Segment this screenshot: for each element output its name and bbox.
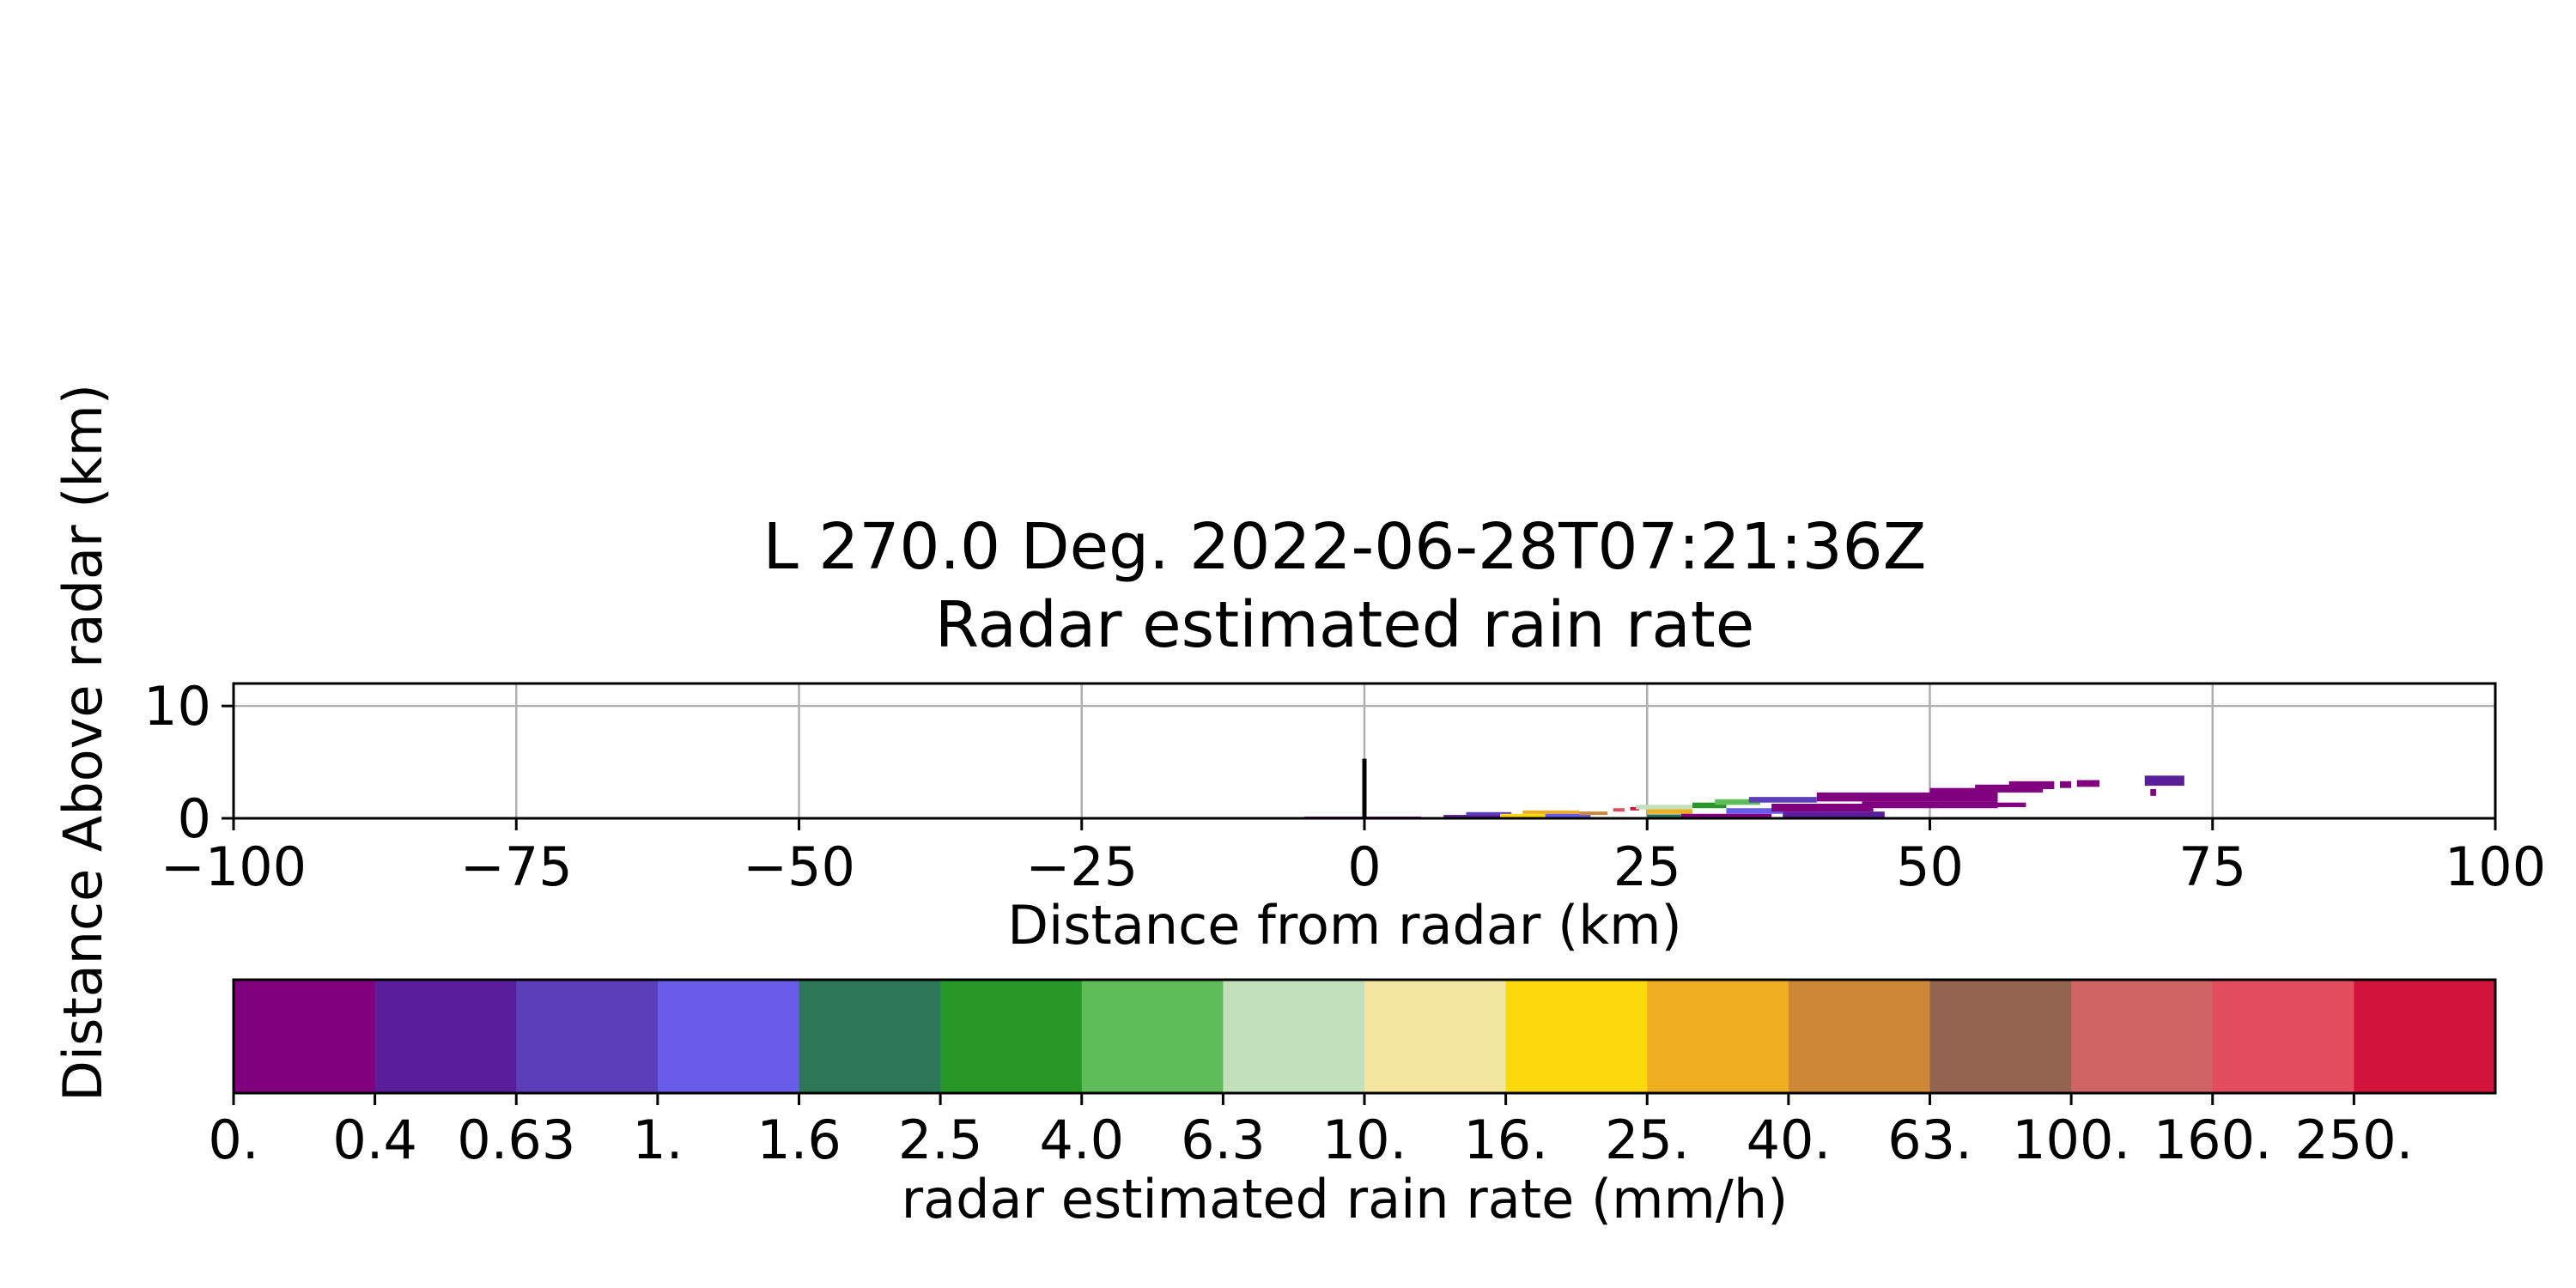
data-cell-12 bbox=[1680, 813, 1772, 818]
colorbar-swatch-1 bbox=[374, 980, 517, 1093]
data-cell-15 bbox=[1726, 808, 1783, 814]
colorbar-label: radar estimated rain rate (mm/h) bbox=[902, 1168, 1789, 1230]
colorbar-tick-label-1: 0.4 bbox=[332, 1109, 417, 1171]
data-cell-6 bbox=[1579, 811, 1608, 816]
colorbar-swatch-5 bbox=[940, 980, 1083, 1093]
colorbar-tick-label-9: 16. bbox=[1463, 1109, 1548, 1171]
x-tick-label-7: 75 bbox=[2178, 835, 2246, 898]
colorbar-tick-label-15: 250. bbox=[2294, 1109, 2413, 1171]
colorbar-swatch-8 bbox=[1364, 980, 1507, 1093]
data-cell-8 bbox=[1630, 806, 1640, 811]
data-cell-1 bbox=[1443, 815, 1501, 818]
data-cell-16 bbox=[1748, 797, 1817, 803]
colorbar-swatch-0 bbox=[234, 980, 376, 1093]
data-cell-27 bbox=[2144, 775, 2184, 787]
data-cell-21 bbox=[1929, 787, 1998, 795]
data-cell-13 bbox=[1692, 802, 1727, 809]
colorbar-swatch-14 bbox=[2212, 980, 2354, 1093]
data-cell-11 bbox=[1647, 814, 1681, 818]
colorbar-tick-label-6: 4.0 bbox=[1039, 1109, 1124, 1171]
x-tick-label-0: −100 bbox=[161, 835, 307, 898]
x-tick-label-6: 50 bbox=[1896, 835, 1964, 898]
data-cell-7 bbox=[1613, 808, 1625, 812]
data-cell-3 bbox=[1500, 813, 1546, 817]
data-cell-23 bbox=[1997, 802, 2026, 807]
data-cell-28 bbox=[2150, 788, 2156, 796]
x-tick-label-8: 100 bbox=[2445, 835, 2546, 898]
colorbar-swatch-11 bbox=[1788, 980, 1931, 1093]
data-cell-2 bbox=[1466, 811, 1512, 816]
colorbar-tick-label-3: 1. bbox=[632, 1109, 683, 1171]
colorbar-tick-label-2: 0.63 bbox=[457, 1109, 575, 1171]
colorbar-swatch-10 bbox=[1647, 980, 1789, 1093]
data-cell-26 bbox=[2076, 780, 2100, 787]
colorbar-swatch-13 bbox=[2071, 980, 2214, 1093]
data-cell-9 bbox=[1636, 805, 1692, 810]
colorbar-swatch-4 bbox=[799, 980, 941, 1093]
colorbar-tick-label-7: 6.3 bbox=[1181, 1109, 1266, 1171]
colorbar-swatch-12 bbox=[1929, 980, 2072, 1093]
x-tick-label-5: 25 bbox=[1613, 835, 1681, 898]
data-cell-20 bbox=[1862, 801, 1998, 809]
y-axis-ticks: 0 10 bbox=[143, 675, 234, 850]
data-cell-4 bbox=[1522, 810, 1580, 814]
data-cell-25 bbox=[2059, 781, 2072, 788]
chart-title-line2: Radar estimated rain rate bbox=[935, 588, 1755, 662]
colorbar-tick-label-8: 10. bbox=[1322, 1109, 1407, 1171]
x-tick-label-1: −75 bbox=[460, 835, 573, 898]
colorbar: 0. 0.4 0.63 1. 1.6 2.5 4.0 6.3 10. 16. 25. 40. 63. 10… bbox=[208, 978, 2497, 1171]
data-cell-10 bbox=[1647, 809, 1692, 814]
y-axis-label: Distance Above radar (km) bbox=[52, 384, 114, 1102]
colorbar-swatch-15 bbox=[2354, 980, 2496, 1093]
colorbar-swatch-2 bbox=[516, 980, 659, 1093]
colorbar-tick-label-11: 40. bbox=[1747, 1109, 1832, 1171]
colorbar-swatch-6 bbox=[1081, 980, 1224, 1093]
colorbar-tick-label-14: 160. bbox=[2154, 1109, 2272, 1171]
colorbar-swatch-3 bbox=[657, 980, 800, 1093]
data-cell-18 bbox=[1771, 803, 1874, 812]
colorbar-tick-label-4: 1.6 bbox=[756, 1109, 841, 1171]
y-tick-label-0: 0 bbox=[178, 787, 211, 850]
x-axis-ticks: −100 −75 −50 −25 0 25 50 75 100 bbox=[161, 818, 2546, 898]
data-cell-24 bbox=[2008, 781, 2055, 789]
y-tick-label-1: 10 bbox=[143, 675, 211, 738]
data-cell-14 bbox=[1715, 799, 1760, 805]
colorbar-tick-label-0: 0. bbox=[208, 1109, 258, 1171]
x-tick-label-3: −25 bbox=[1025, 835, 1138, 898]
colorbar-tick-label-10: 25. bbox=[1605, 1109, 1690, 1171]
data-cell-5 bbox=[1545, 813, 1591, 817]
x-axis-label: Distance from radar (km) bbox=[1007, 894, 1682, 957]
data-cell-17 bbox=[1783, 811, 1885, 818]
data-cell-19 bbox=[1816, 792, 1998, 802]
rain-rate-data bbox=[1304, 775, 2184, 819]
colorbar-tick-label-12: 63. bbox=[1887, 1109, 1972, 1171]
x-tick-label-4: 0 bbox=[1347, 835, 1381, 898]
colorbar-tick-label-13: 100. bbox=[2012, 1109, 2130, 1171]
colorbar-tick-label-5: 2.5 bbox=[898, 1109, 983, 1171]
chart-title-line1: L 270.0 Deg. 2022-06-28T07:21:36Z bbox=[763, 510, 1927, 584]
colorbar-swatch-9 bbox=[1505, 980, 1648, 1093]
x-tick-label-2: −50 bbox=[743, 835, 855, 898]
colorbar-swatch-7 bbox=[1223, 980, 1365, 1093]
